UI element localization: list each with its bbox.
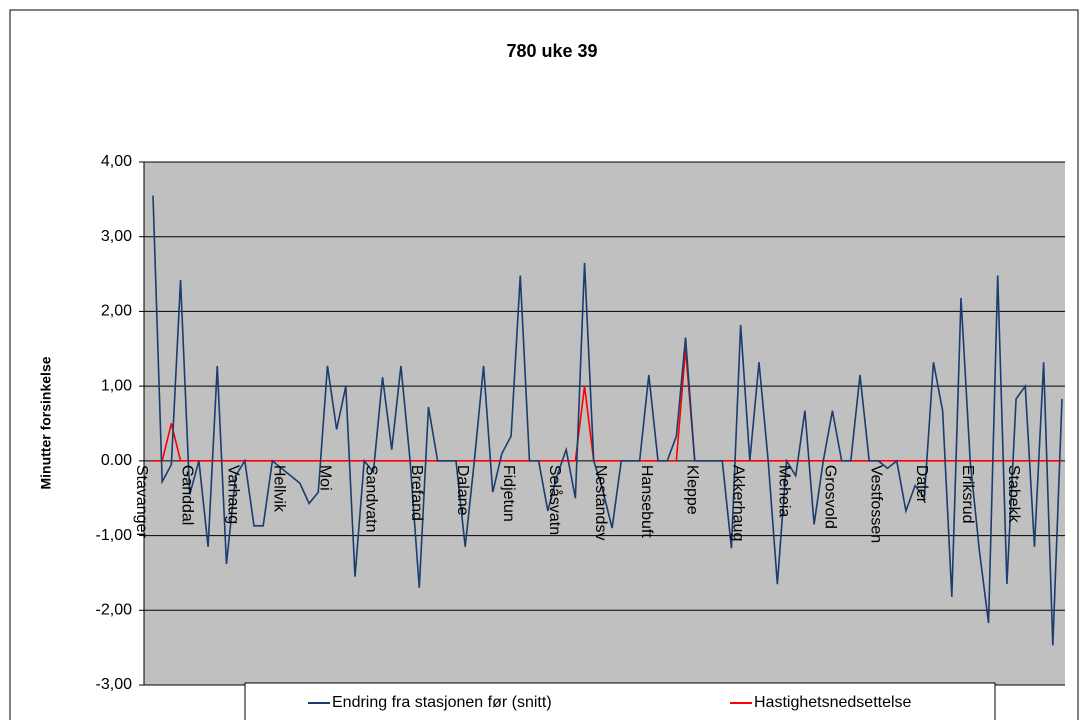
y-axis-title: Minutter forsinkelse [38,356,54,489]
x-tick-label: Daler [913,465,930,504]
y-tick-label: 3,00 [101,228,132,245]
legend-label: Endring fra stasjonen før (snitt) [332,694,552,711]
y-tick-label: 1,00 [101,377,132,394]
lines [152,195,1063,646]
x-tick-label: Ganddal [179,465,196,526]
x-tick-label: Nestandsv [592,465,609,541]
y-tick-label: -3,00 [96,676,133,693]
x-tick-label: Akkerhaug [730,465,747,542]
x-tick-label: Vestfossen [867,465,884,543]
x-tick-label: Sandvatn [362,465,379,533]
x-tick-label: Stavanger [133,465,150,539]
series-line [152,195,1063,646]
legend-label: Hastighetsnedsettelse [754,694,912,711]
x-tick-label: Brefand [408,465,425,521]
x-tick-label: Stabekk [1005,465,1022,524]
x-tick-label: Meheia [775,465,792,518]
x-tick-label: Hansebuft [638,465,655,538]
series-line [153,348,1062,462]
y-tick-label: 4,00 [101,153,132,170]
y-tick-label: -2,00 [96,602,133,619]
x-tick-label: Selåsvatn [546,465,564,535]
x-tick-label: Varhaug [225,465,242,524]
x-tick-label: Fidjetun [500,465,517,522]
labels: 4,00 3,00 2,00 1,00 0.00 -1,00 -2,00 -3,00 Stava… [96,153,1023,693]
x-tick-label: Dalane [454,465,471,516]
chart-title: 780 uke 39 [506,41,597,61]
plot-area [144,162,1065,685]
legend [244,682,996,720]
x-tick-label: Hellvik [270,465,287,513]
x-tick-label: Grosvold [821,465,838,529]
x-tick-label: Kleppe [684,465,701,515]
x-tick-label: Moi [316,465,333,491]
x-tick-label: Eriksrud [959,465,976,524]
y-tick-label: 0.00 [101,452,132,469]
legend-items: Endring fra stasjonen før (snitt) Hastigh… [308,694,912,711]
y-tick-label: 2,00 [101,303,132,320]
y-tick-label: -1,00 [96,527,133,544]
